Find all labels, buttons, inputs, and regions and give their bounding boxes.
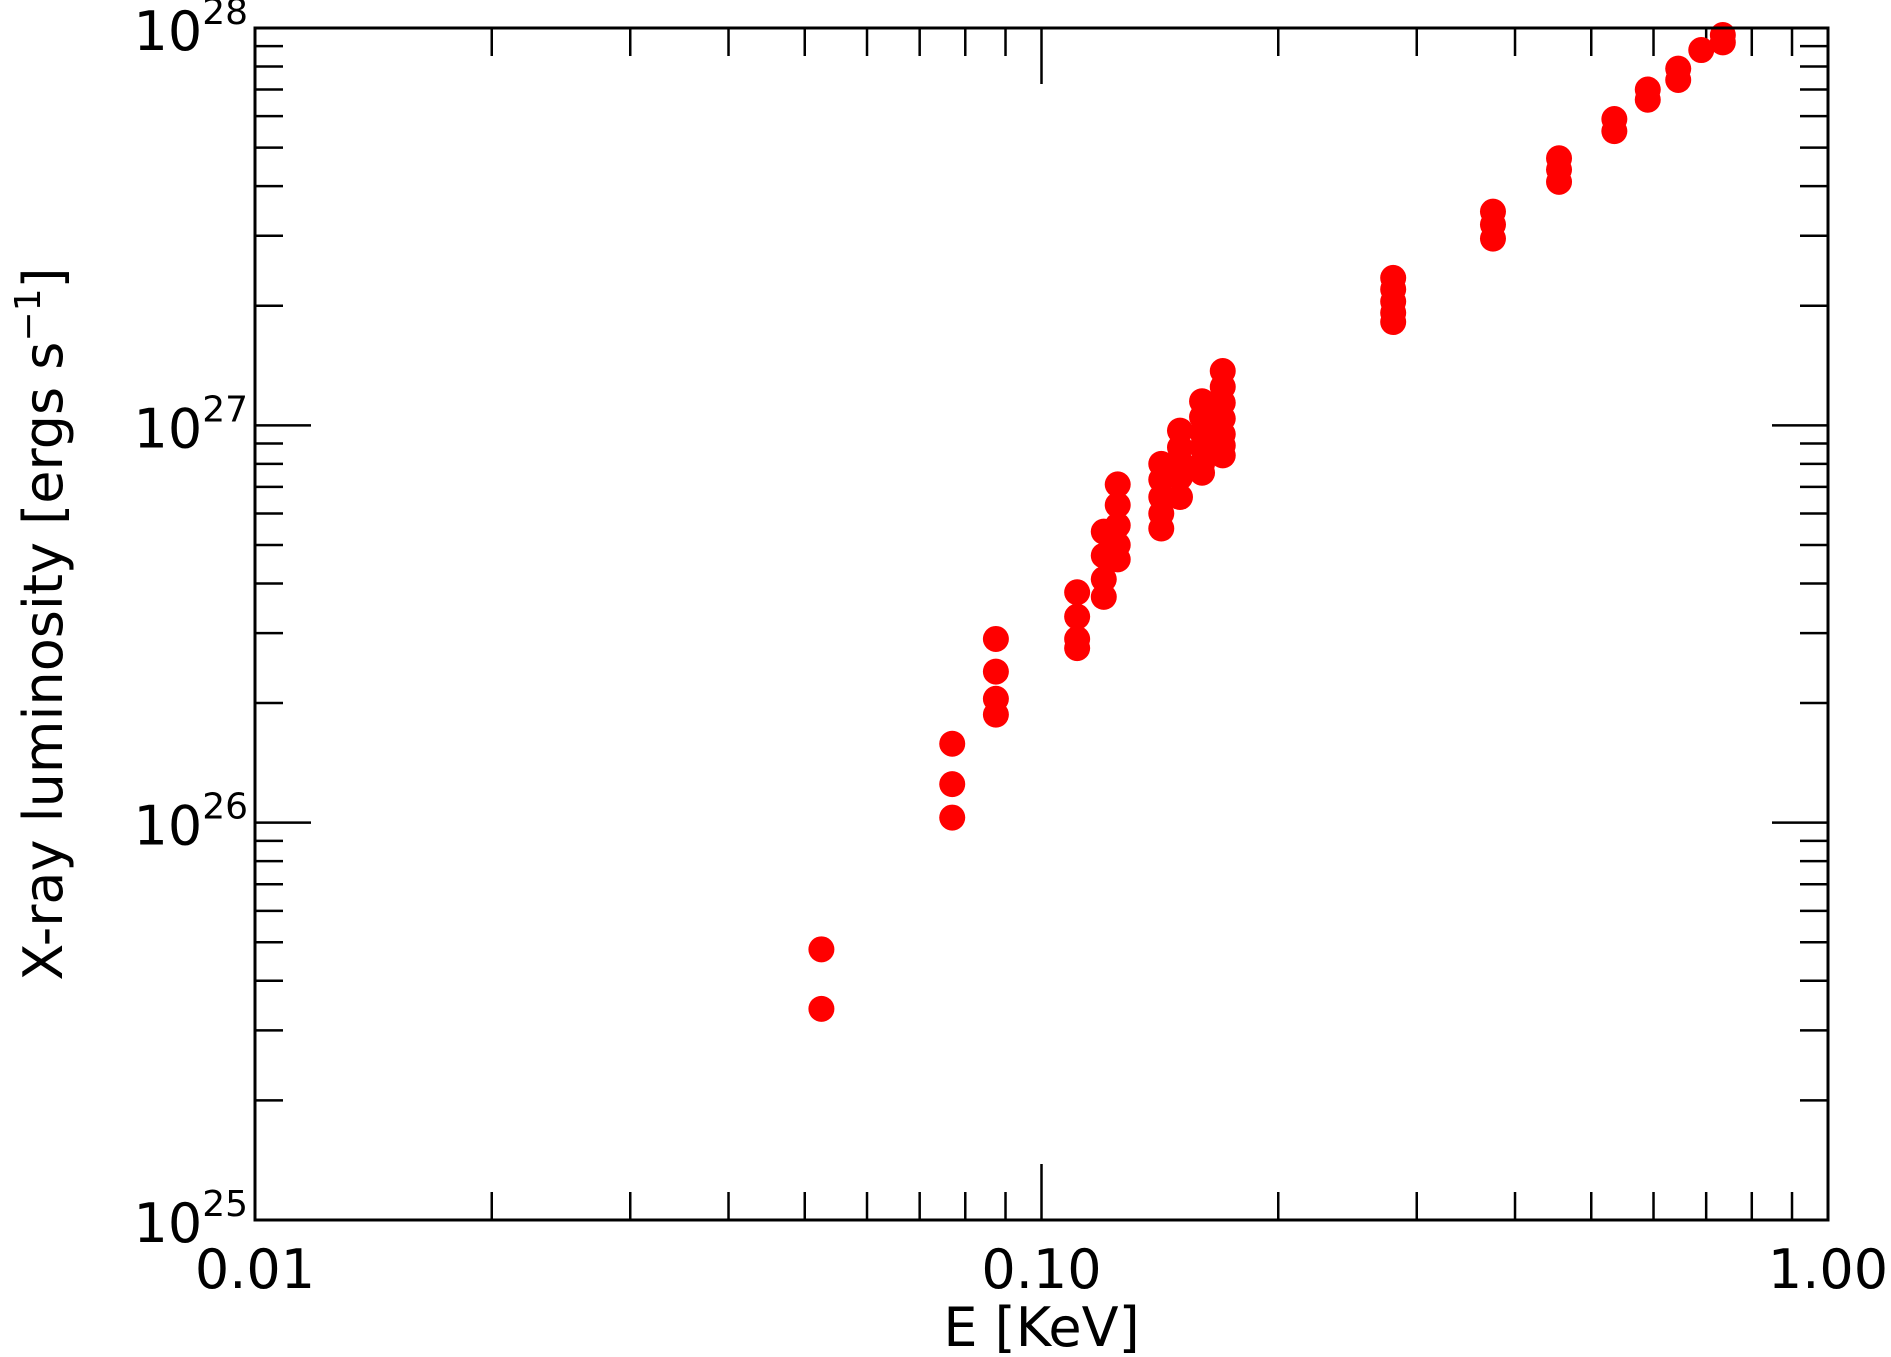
data-point <box>1601 118 1628 145</box>
data-point <box>982 658 1009 685</box>
data-point <box>1104 546 1131 573</box>
y-tick-labels: 1025 1026 1027 1028 <box>133 0 248 1255</box>
data-point <box>939 804 966 831</box>
data-point <box>1688 37 1715 64</box>
data-point <box>1634 86 1661 113</box>
data-point <box>939 730 966 757</box>
data-point <box>1166 464 1193 491</box>
data-point <box>1090 583 1117 610</box>
data-point <box>1709 29 1736 56</box>
data-point <box>1064 635 1091 662</box>
y-axis-label: X-ray luminosity [ergs s−1] <box>8 267 75 980</box>
data-point <box>1479 225 1506 252</box>
y-tick-label: 1027 <box>133 389 248 460</box>
data-point <box>1104 492 1131 519</box>
data-point <box>939 771 966 798</box>
x-tick-labels: 0.01 0.10 1.00 <box>195 1238 1888 1301</box>
data-point <box>1380 308 1407 335</box>
y-tick-label: 1025 <box>133 1184 248 1255</box>
data-point <box>1166 484 1193 511</box>
data-point <box>1665 66 1692 93</box>
data-point <box>982 701 1009 728</box>
data-point <box>982 625 1009 652</box>
y-axis-label-end: ] <box>12 267 75 288</box>
data-point <box>1148 515 1175 542</box>
plot-frame <box>253 26 1830 1222</box>
data-point <box>1064 603 1091 630</box>
data-point <box>1546 168 1573 195</box>
y-axis-label-sup: −1 <box>8 289 49 342</box>
data-points <box>808 22 1736 1022</box>
x-axis-label: E [KeV] <box>943 1296 1139 1357</box>
data-point <box>1189 459 1216 486</box>
y-tick-label: 1028 <box>133 0 248 63</box>
x-tick-label: 0.10 <box>981 1238 1101 1301</box>
data-point <box>1209 442 1236 469</box>
axis-ticks <box>253 28 1828 1222</box>
data-point <box>1104 471 1131 498</box>
data-point <box>808 995 835 1022</box>
x-tick-label: 1.00 <box>1768 1238 1888 1301</box>
data-point <box>1104 512 1131 539</box>
data-point <box>808 936 835 963</box>
x-tick-label: 0.01 <box>195 1238 315 1301</box>
y-axis-label-main: X-ray luminosity [ergs s <box>12 342 75 981</box>
y-tick-label: 1026 <box>133 787 248 858</box>
data-point <box>1064 579 1091 606</box>
